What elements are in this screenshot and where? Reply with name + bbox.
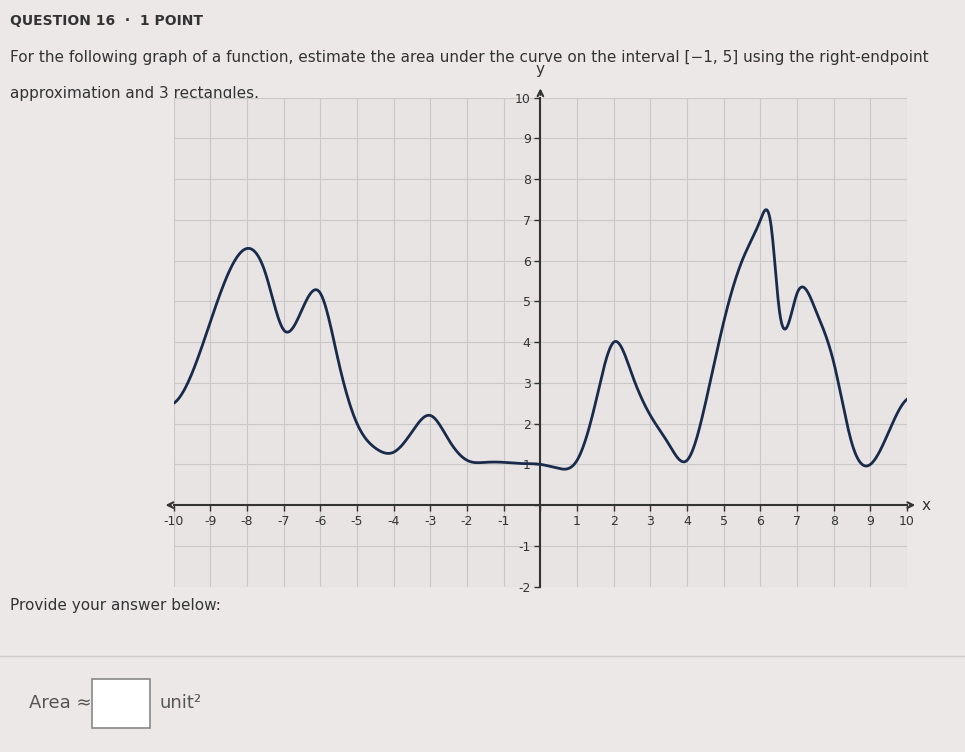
Text: Provide your answer below:: Provide your answer below: [10,598,221,613]
Text: approximation and 3 rectangles.: approximation and 3 rectangles. [10,86,259,101]
Text: y: y [536,62,545,77]
Text: For the following graph of a function, estimate the area under the curve on the : For the following graph of a function, e… [10,50,928,65]
Text: Area ≈: Area ≈ [29,694,92,712]
FancyBboxPatch shape [92,678,150,728]
Text: x: x [922,498,931,513]
Text: QUESTION 16  ·  1 POINT: QUESTION 16 · 1 POINT [10,14,203,28]
Text: unit²: unit² [159,694,202,712]
